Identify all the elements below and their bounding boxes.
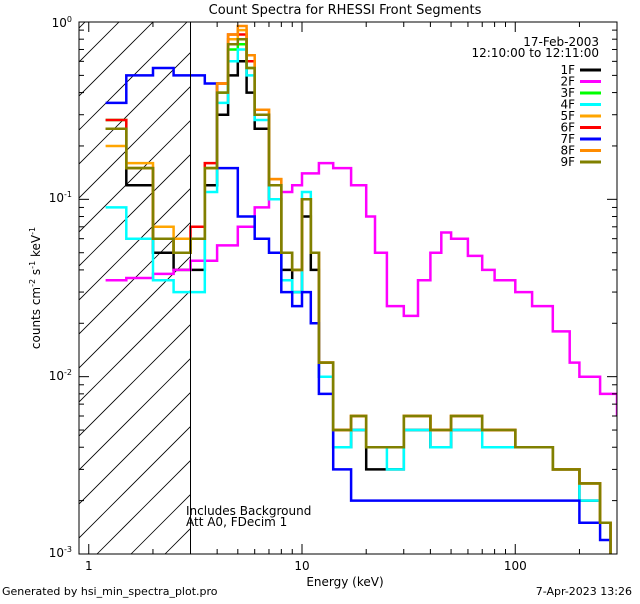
svg-text:counts cm-2 s-1 keV-1: counts cm-2 s-1 keV-1 <box>28 227 43 349</box>
footer-generated-by: Generated by hsi_min_spectra_plot.pro <box>2 585 218 598</box>
series-1F <box>105 60 612 554</box>
svg-text:10-2: 10-2 <box>49 368 72 383</box>
legend-label-6F: 6F <box>560 121 575 135</box>
svg-text:10-1: 10-1 <box>49 190 72 205</box>
legend-label-7F: 7F <box>560 132 575 146</box>
series-9F <box>105 37 612 554</box>
y-axis-label: counts cm-2 s-1 keV-1 <box>28 227 43 349</box>
legend-time-range: 12:10:00 to 12:11:00 <box>472 46 599 60</box>
series-4F <box>105 48 612 554</box>
series-8F <box>105 24 612 554</box>
annotation-background: Includes Background <box>186 504 311 518</box>
series-2F <box>105 161 617 416</box>
y-tick-label: 10-2 <box>49 368 72 383</box>
y-tick-label: 10-1 <box>49 190 72 205</box>
legend: 17-Feb-2003 12:10:00 to 12:11:00 1F2F3F4… <box>472 35 601 169</box>
y-tick-label: 10-3 <box>49 545 72 560</box>
x-axis-label: Energy (keV) <box>306 575 383 589</box>
legend-label-4F: 4F <box>560 98 575 112</box>
legend-label-8F: 8F <box>560 144 575 158</box>
legend-label-9F: 9F <box>560 155 575 169</box>
svg-text:100: 100 <box>52 15 72 30</box>
series-7F <box>105 66 612 554</box>
legend-label-1F: 1F <box>560 63 575 77</box>
footer-timestamp: 7-Apr-2023 13:26 <box>536 585 632 598</box>
chart-title: Count Spectra for RHESSI Front Segments <box>209 3 482 18</box>
legend-label-2F: 2F <box>560 75 575 89</box>
x-tick-label: 10 <box>294 559 309 573</box>
legend-date: 17-Feb-2003 <box>523 35 599 49</box>
annotation-attenuator: Att A0, FDecim 1 <box>186 515 287 529</box>
svg-text:10-3: 10-3 <box>49 545 72 560</box>
x-tick-label: 100 <box>504 559 527 573</box>
legend-label-5F: 5F <box>560 109 575 123</box>
x-tick-label: 1 <box>85 559 93 573</box>
y-tick-label: 100 <box>52 15 72 30</box>
series-6F <box>105 33 612 554</box>
legend-label-3F: 3F <box>560 86 575 100</box>
plot-frame <box>78 21 618 555</box>
